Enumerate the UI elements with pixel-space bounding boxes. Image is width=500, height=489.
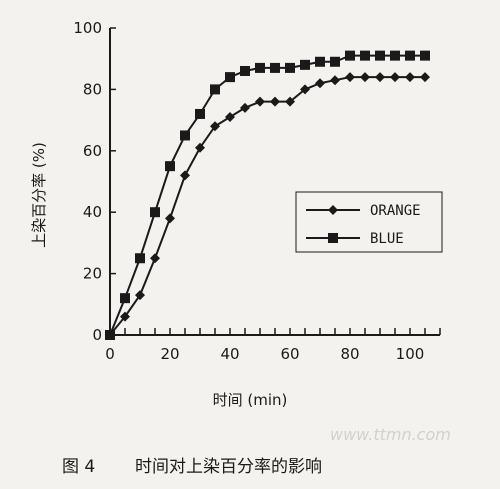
data-point-blue: [240, 65, 250, 76]
data-point-orange: [135, 290, 145, 301]
x-tick-label: 100: [396, 345, 425, 363]
data-point-orange: [390, 72, 400, 83]
watermark-text: www.ttmn.com: [330, 425, 451, 444]
data-point-blue: [285, 62, 295, 73]
data-point-blue: [330, 56, 340, 67]
data-point-blue: [345, 50, 355, 61]
x-tick-label: 0: [105, 345, 115, 363]
y-tick-label: 40: [83, 203, 102, 221]
data-point-blue: [165, 161, 175, 172]
data-point-orange: [195, 142, 205, 153]
data-point-blue: [225, 72, 235, 83]
data-point-orange: [150, 253, 160, 264]
series-line-blue: [109, 54, 425, 336]
data-point-orange: [285, 96, 295, 107]
data-point-blue: [135, 253, 145, 264]
data-point-orange: [405, 72, 415, 83]
data-point-orange: [360, 72, 370, 83]
data-point-blue: [270, 62, 280, 73]
caption-title: 时间对上染百分率的影响: [135, 457, 322, 477]
data-point-orange: [255, 96, 265, 107]
y-axis-label: 上染百分率 (%): [30, 142, 48, 248]
data-point-blue: [315, 56, 325, 67]
data-point-orange: [375, 72, 385, 83]
data-point-blue: [150, 207, 160, 218]
x-tick-label: 40: [220, 345, 239, 363]
data-point-orange: [120, 311, 130, 322]
caption-number: 图 4: [62, 457, 95, 477]
data-point-blue: [405, 50, 415, 61]
x-tick-label: 60: [280, 345, 299, 363]
legend-marker-orange: [328, 205, 338, 215]
data-point-blue: [255, 62, 265, 73]
legend-marker-blue: [328, 233, 338, 243]
data-point-blue: [180, 130, 190, 141]
data-point-orange: [225, 112, 235, 123]
data-point-orange: [315, 78, 325, 89]
legend: ORANGE BLUE: [295, 191, 443, 253]
data-point-orange: [180, 170, 190, 181]
data-point-blue: [375, 50, 385, 61]
y-tick-label: 0: [92, 326, 102, 344]
data-point-blue: [195, 108, 205, 119]
legend-box: [295, 191, 443, 253]
y-tick-label: 80: [83, 80, 102, 98]
data-point-blue: [390, 50, 400, 61]
data-point-blue: [420, 50, 430, 61]
data-point-orange: [330, 75, 340, 86]
legend-label-orange: ORANGE: [370, 203, 421, 219]
plot-area: 0 20 40 60 80 100 0 20 40 60 80 100: [73, 19, 441, 363]
data-point-orange: [345, 72, 355, 83]
series-line-orange: [109, 76, 425, 336]
y-tick-label: 100: [73, 19, 102, 37]
data-point-orange: [270, 96, 280, 107]
data-point-blue: [120, 293, 130, 304]
data-point-blue: [210, 84, 220, 95]
x-tick-label: 80: [340, 345, 359, 363]
data-point-orange: [300, 84, 310, 95]
x-tick-label: 20: [160, 345, 179, 363]
y-tick-label: 20: [83, 265, 102, 283]
data-point-orange: [165, 213, 175, 224]
data-point-blue: [105, 330, 115, 340]
x-axis-label: 时间 (min): [213, 391, 288, 409]
data-point-orange: [240, 102, 250, 113]
data-point-orange: [210, 121, 220, 132]
data-point-blue: [360, 50, 370, 61]
legend-label-blue: BLUE: [370, 231, 404, 247]
y-tick-label: 60: [83, 142, 102, 160]
data-point-orange: [420, 72, 430, 83]
data-point-blue: [300, 59, 310, 70]
